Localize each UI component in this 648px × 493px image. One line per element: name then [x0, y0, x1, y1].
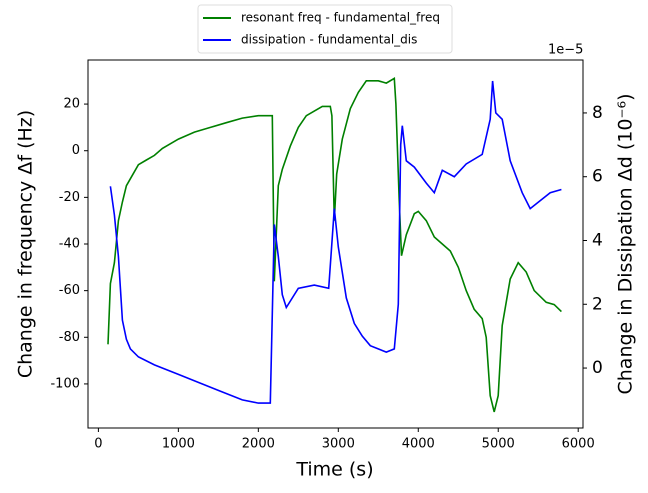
y-tick-label: -100 — [50, 376, 80, 391]
legend-label: resonant freq - fundamental_freq — [241, 11, 440, 25]
y2-tick-label: 8 — [592, 103, 603, 123]
data-line — [109, 80, 562, 404]
y2-tick-label: 2 — [592, 294, 603, 314]
y-tick-label: 20 — [63, 97, 80, 112]
y-axis-label: Change in frequency Δf (Hz) — [15, 110, 37, 378]
y2-axis-label: Change in Dissipation Δd (10⁻⁶) — [615, 93, 637, 394]
y-tick-label: 0 — [72, 143, 80, 158]
x-axis-label: Time (s) — [295, 459, 373, 481]
y-tick-label: -60 — [59, 283, 80, 298]
y2-offset-text: 1e−5 — [548, 43, 583, 58]
x-tick-label: 5000 — [482, 437, 515, 452]
legend-box — [197, 4, 453, 54]
y-tick-label: -40 — [59, 237, 80, 252]
x-tick-label: 2000 — [242, 437, 275, 452]
data-line — [107, 77, 562, 413]
x-tick-label: 1000 — [162, 437, 195, 452]
legend-label: dissipation - fundamental_dis — [241, 33, 417, 47]
y2-tick-label: 4 — [592, 230, 603, 250]
x-tick-label: 0 — [94, 437, 102, 452]
plot-frame — [87, 59, 584, 429]
y-tick-label: -80 — [59, 330, 80, 345]
y-tick-label: -20 — [59, 190, 80, 205]
x-tick-label: 4000 — [402, 437, 435, 452]
y2-tick-label: 0 — [592, 358, 603, 378]
x-tick-label: 3000 — [322, 437, 355, 452]
y2-tick-label: 6 — [592, 167, 603, 187]
x-tick-label: 6000 — [562, 437, 595, 452]
